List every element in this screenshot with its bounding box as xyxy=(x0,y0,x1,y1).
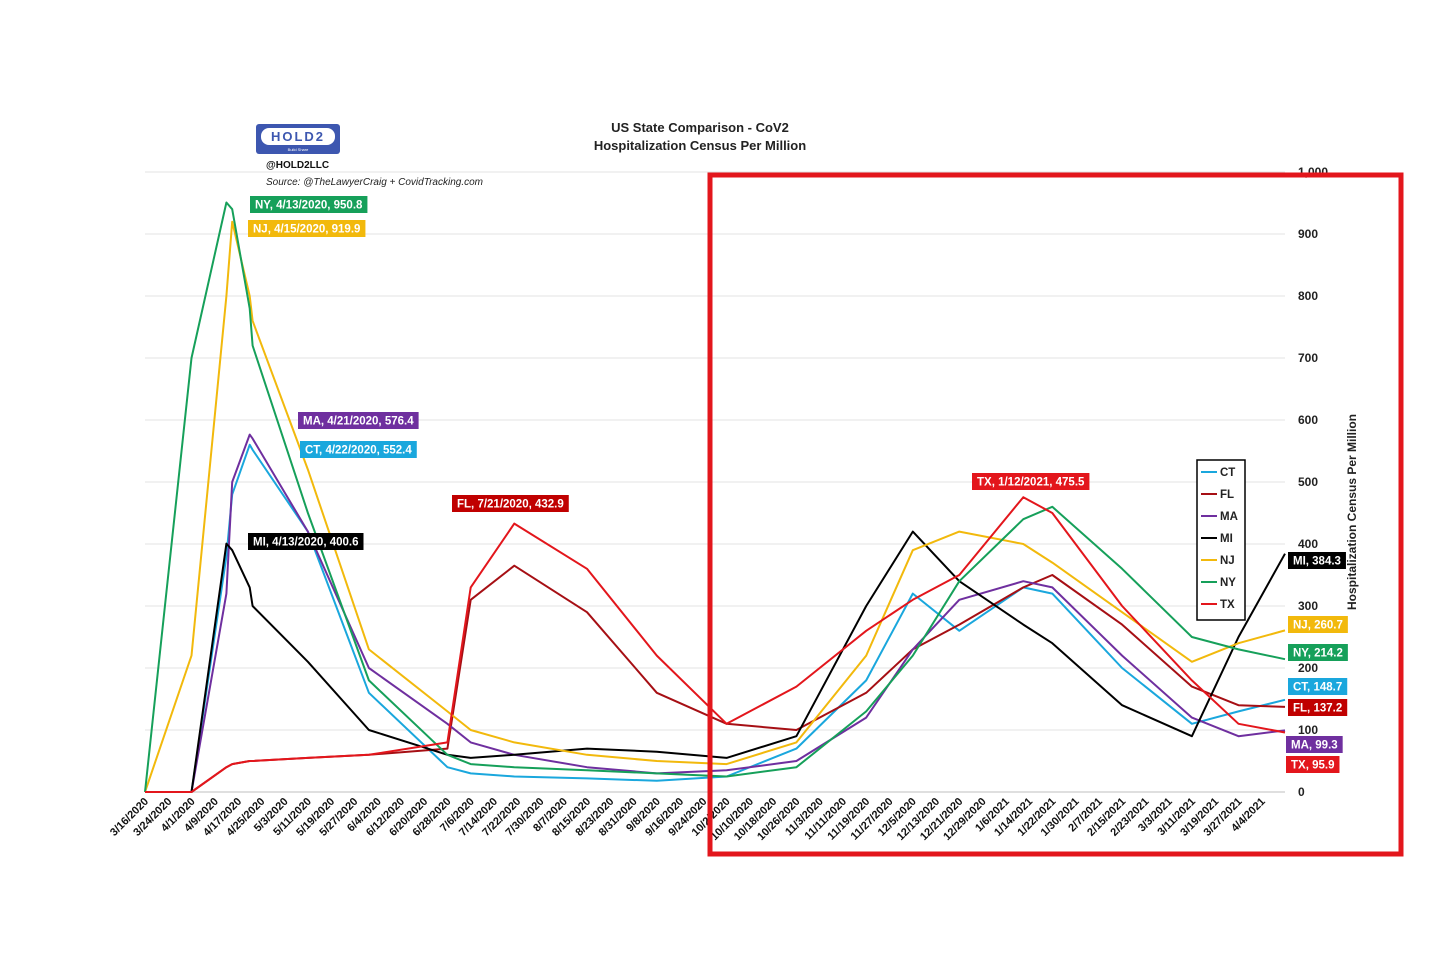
logo-subtext: Build Share xyxy=(288,147,309,152)
annotation-label: NJ, 4/15/2020, 919.9 xyxy=(248,220,366,237)
annotation-text: NY, 214.2 xyxy=(1293,648,1343,660)
annotation-text: MI, 4/13/2020, 400.6 xyxy=(253,537,359,549)
legend-entry: MA xyxy=(1220,511,1238,523)
legend-entry: NJ xyxy=(1220,555,1235,567)
twitter-handle: @HOLD2LLC xyxy=(266,160,329,171)
y-tick-label: 700 xyxy=(1298,351,1318,365)
annotation-text: NY, 4/13/2020, 950.8 xyxy=(255,200,363,212)
hold2-logo: HOLD2 Build Share xyxy=(256,124,340,154)
y-tick-label: 400 xyxy=(1298,537,1318,551)
legend-entry: MI xyxy=(1220,533,1233,545)
annotation-text: NJ, 260.7 xyxy=(1293,620,1343,632)
annotation-label: MA, 99.3 xyxy=(1286,736,1343,753)
annotations: NY, 4/13/2020, 950.8 NJ, 4/15/2020, 919.9… xyxy=(248,196,1348,773)
y-tick-label: 600 xyxy=(1298,413,1318,427)
annotation-text: MI, 384.3 xyxy=(1293,556,1341,568)
y-tick-label: 0 xyxy=(1298,785,1305,799)
legend-entry: CT xyxy=(1220,467,1235,479)
y-tick-label: 800 xyxy=(1298,289,1318,303)
x-axis: 3/16/20203/24/20204/1/20204/9/20204/17/2… xyxy=(108,791,1285,843)
series-line-ny xyxy=(144,201,1286,793)
annotation-label: CT, 4/22/2020, 552.4 xyxy=(300,441,417,458)
y-axis-label: Hospitalization Census Per Million xyxy=(1345,414,1359,610)
series-line-tx xyxy=(145,496,1286,793)
annotation-label: MI, 384.3 xyxy=(1288,552,1346,569)
annotation-label: TX, 1/12/2021, 475.5 xyxy=(972,473,1090,490)
annotation-text: NJ, 4/15/2020, 919.9 xyxy=(253,224,360,236)
legend-entry: NY xyxy=(1220,577,1236,589)
annotation-text: TX, 1/12/2021, 475.5 xyxy=(977,477,1085,489)
annotation-text: MA, 4/21/2020, 576.4 xyxy=(303,416,414,428)
legend-entry: TX xyxy=(1220,599,1235,611)
y-tick-label: 100 xyxy=(1298,723,1318,737)
title-line-1: US State Comparison - CoV2 xyxy=(611,120,789,135)
source-credit: Source: @TheLawyerCraig + CovidTracking.… xyxy=(266,177,483,188)
y-tick-label: 500 xyxy=(1298,475,1318,489)
logo-text: HOLD2 xyxy=(271,129,325,144)
annotation-label: TX, 95.9 xyxy=(1286,756,1340,773)
annotation-label: FL, 7/21/2020, 432.9 xyxy=(452,495,569,512)
y-tick-label: 300 xyxy=(1298,599,1318,613)
annotation-text: CT, 4/22/2020, 552.4 xyxy=(305,445,412,457)
annotation-label: CT, 148.7 xyxy=(1288,678,1348,695)
y-tick-label: 200 xyxy=(1298,661,1318,675)
legend-box xyxy=(1196,459,1246,621)
series-line-ma xyxy=(145,433,1286,793)
legend: CT FL MA MI NJ NY TX xyxy=(1196,459,1246,621)
annotation-text: FL, 137.2 xyxy=(1293,703,1342,715)
annotation-label: NJ, 260.7 xyxy=(1288,616,1348,633)
y-tick-label: 900 xyxy=(1298,227,1318,241)
chart-title: US State Comparison - CoV2 Hospitalizati… xyxy=(594,120,806,153)
annotation-label: NY, 4/13/2020, 950.8 xyxy=(250,196,368,213)
annotation-label: NY, 214.2 xyxy=(1288,644,1348,661)
annotation-text: CT, 148.7 xyxy=(1293,682,1342,694)
annotation-text: MA, 99.3 xyxy=(1291,740,1338,752)
title-line-2: Hospitalization Census Per Million xyxy=(594,138,806,153)
series-line-mi xyxy=(145,530,1286,793)
highlight-box xyxy=(707,172,1404,857)
series-line-ct xyxy=(145,443,1286,793)
annotation-text: FL, 7/21/2020, 432.9 xyxy=(457,499,564,511)
legend-entry: FL xyxy=(1220,489,1234,501)
annotation-label: FL, 137.2 xyxy=(1288,699,1348,716)
annotation-text: TX, 95.9 xyxy=(1291,760,1334,772)
annotation-label: MA, 4/21/2020, 576.4 xyxy=(298,412,419,429)
annotation-label: MI, 4/13/2020, 400.6 xyxy=(248,533,364,550)
series-line-nj xyxy=(144,220,1286,793)
series-lines xyxy=(144,201,1286,793)
